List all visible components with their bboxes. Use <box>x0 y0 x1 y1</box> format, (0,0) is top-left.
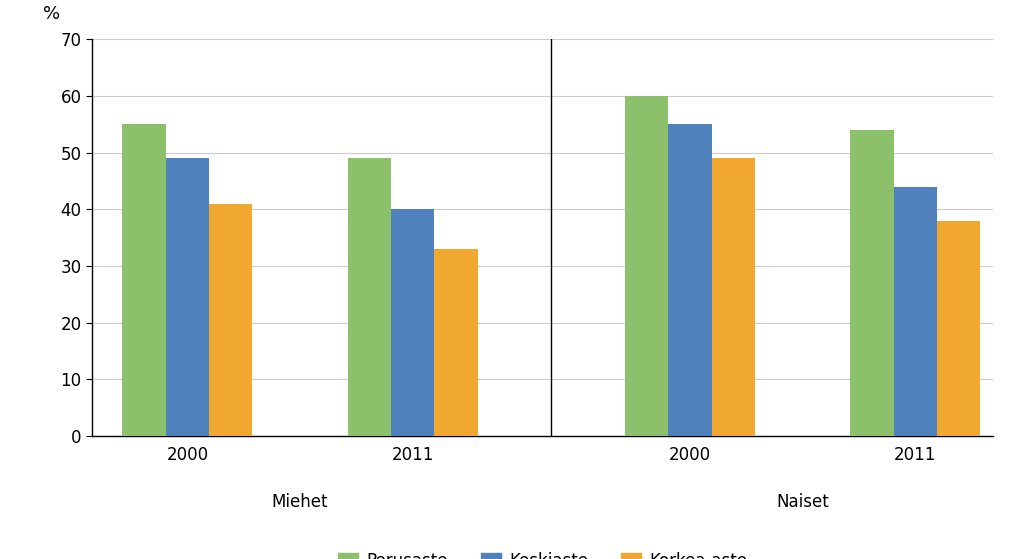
Legend: Perusaste, Keskiaste, Korkea-aste: Perusaste, Keskiaste, Korkea-aste <box>330 544 756 559</box>
Bar <box>166 158 209 436</box>
Bar <box>434 249 478 436</box>
Bar <box>894 187 937 436</box>
Bar <box>123 124 166 436</box>
Text: %: % <box>43 5 59 23</box>
Bar <box>348 158 391 436</box>
Bar <box>937 221 980 436</box>
Bar <box>712 158 755 436</box>
Bar <box>669 124 712 436</box>
Bar <box>625 96 669 436</box>
Bar <box>209 203 253 436</box>
Text: Naiset: Naiset <box>776 492 829 511</box>
Bar <box>850 130 894 436</box>
Text: Miehet: Miehet <box>271 492 329 511</box>
Bar <box>391 209 434 436</box>
